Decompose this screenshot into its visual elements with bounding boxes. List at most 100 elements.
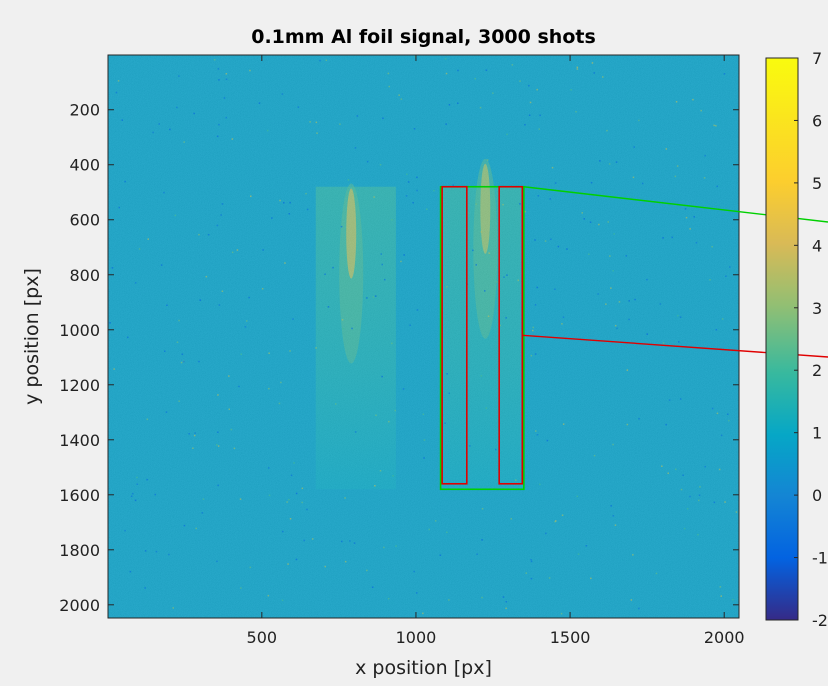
speckle (711, 407, 714, 410)
speckle (703, 177, 706, 179)
speckle (609, 255, 611, 257)
noise-texture (108, 55, 739, 618)
speckle (158, 123, 160, 125)
speckle (445, 123, 447, 125)
y-tick-label: 200 (69, 101, 100, 120)
speckle (217, 445, 220, 447)
colorbar-tick-label: 0 (812, 486, 822, 505)
speckle (351, 327, 353, 330)
speckle (288, 213, 291, 215)
speckle (225, 78, 228, 81)
speckle (109, 322, 111, 324)
speckle (599, 160, 601, 162)
speckle (680, 488, 683, 491)
speckle (724, 501, 726, 503)
speckle (684, 208, 687, 210)
speckle (249, 566, 252, 569)
speckle (297, 106, 300, 108)
speckle (480, 231, 483, 233)
speckle (287, 563, 289, 565)
speckle (228, 408, 230, 410)
speckle (444, 422, 446, 424)
speckle (416, 309, 419, 311)
speckle (550, 238, 552, 240)
speckle (267, 594, 270, 597)
speckle (136, 476, 138, 479)
speckle (266, 129, 269, 132)
speckle (448, 104, 451, 106)
speckle (728, 419, 730, 422)
speckle (416, 592, 418, 594)
speckle (132, 492, 134, 495)
speckle (532, 326, 534, 329)
speckle (590, 181, 593, 184)
speckle (729, 266, 731, 268)
speckle (303, 539, 305, 542)
speckle (193, 434, 196, 437)
speckle (284, 262, 286, 264)
plot-area (108, 55, 739, 618)
speckle (416, 176, 418, 179)
x-tick-label: 1500 (550, 628, 591, 647)
speckle (538, 128, 540, 130)
speckle (134, 282, 137, 284)
speckle (481, 508, 484, 510)
speckle (503, 276, 505, 278)
speckle (593, 454, 596, 457)
speckle (562, 423, 565, 425)
speckle (505, 607, 507, 610)
speckle (218, 304, 221, 306)
speckle (268, 494, 271, 497)
speckle (188, 433, 190, 435)
speckle (315, 347, 317, 349)
speckle (566, 248, 568, 250)
speckle (593, 72, 595, 74)
speckle (530, 354, 533, 357)
speckle (366, 569, 368, 572)
chart-title: 0.1mm Al foil signal, 3000 shots (251, 26, 596, 48)
speckle (496, 281, 498, 283)
speckle (720, 434, 723, 437)
speckle (199, 299, 201, 301)
speckle (165, 411, 168, 413)
speckle (576, 68, 579, 70)
speckle (223, 97, 226, 99)
speckle (502, 596, 505, 598)
speckle (144, 550, 147, 552)
speckle (218, 79, 220, 81)
speckle (289, 350, 291, 352)
speckle (347, 179, 350, 181)
speckle-points (109, 55, 738, 615)
speckle (268, 352, 270, 354)
speckle (130, 495, 133, 497)
speckle (250, 195, 252, 197)
speckle (551, 166, 554, 169)
y-tick-label: 400 (69, 156, 100, 175)
speckle (638, 119, 640, 122)
speckle (388, 420, 390, 423)
speckle (433, 189, 435, 192)
speckle (306, 508, 308, 511)
speckle (561, 514, 564, 516)
speckle (661, 465, 663, 467)
speckle (342, 328, 345, 330)
speckle (216, 135, 219, 138)
speckle (562, 316, 565, 318)
speckle (698, 499, 700, 502)
speckle (528, 114, 531, 116)
speckle (382, 117, 384, 119)
speckle (239, 498, 242, 500)
speckle (519, 203, 521, 205)
speckle (668, 399, 671, 401)
speckle (111, 267, 114, 269)
speckle (576, 66, 579, 69)
speckle (168, 553, 170, 556)
speckle (341, 540, 343, 543)
speckle (606, 129, 608, 132)
speckle (662, 237, 664, 239)
speckle (268, 387, 270, 390)
speckle (379, 470, 382, 472)
speckle (295, 492, 298, 495)
speckle (735, 511, 738, 513)
speckle (487, 315, 490, 317)
